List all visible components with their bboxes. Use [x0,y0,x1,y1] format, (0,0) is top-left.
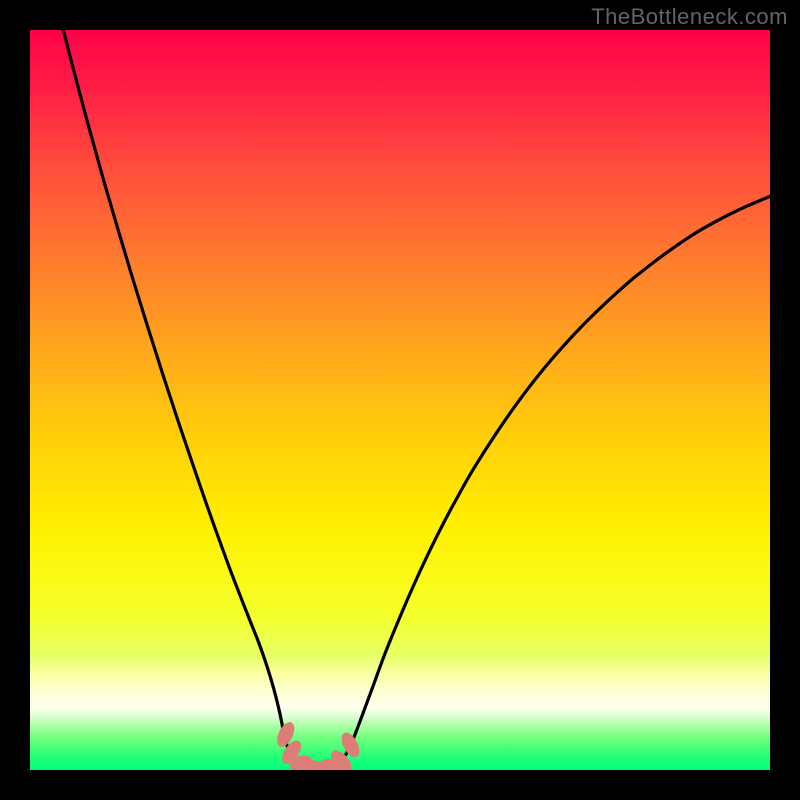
watermark-text: TheBottleneck.com [591,4,788,30]
plot-background [30,30,770,770]
bottleneck-chart-svg [0,0,800,800]
chart-canvas [0,0,800,800]
